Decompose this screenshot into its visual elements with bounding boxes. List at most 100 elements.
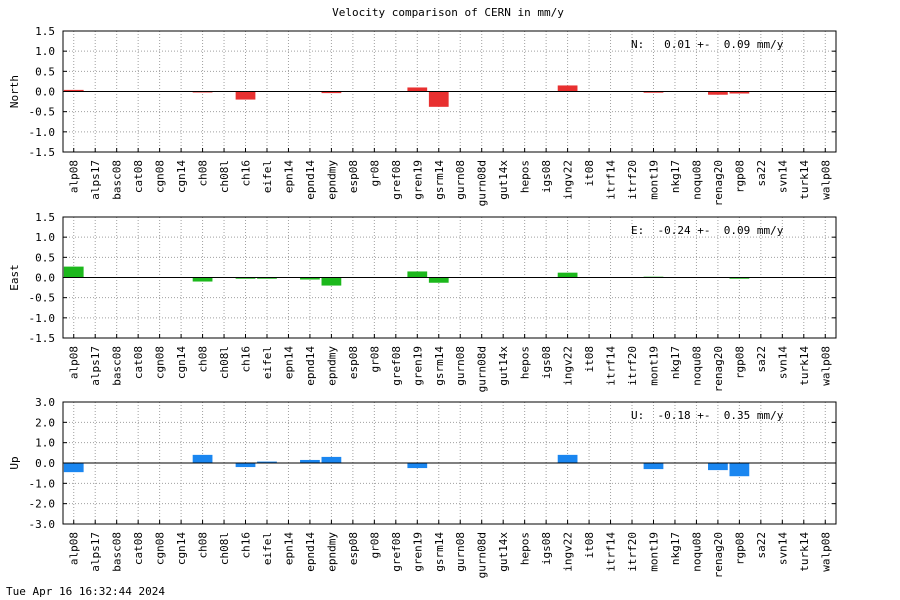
x-tick-label: ingv22 <box>562 532 575 572</box>
x-tick-label: it08 <box>583 532 596 559</box>
bar-ch16 <box>235 91 256 100</box>
x-tick-label: cgn14 <box>175 160 188 193</box>
x-tick-label: esp08 <box>347 160 360 193</box>
x-tick-label: ingv22 <box>562 346 575 386</box>
x-tick-label: gut14x <box>497 346 510 386</box>
x-tick-label: ch16 <box>240 346 253 373</box>
x-tick-label: svn14 <box>776 532 789 565</box>
y-tick-label: -1.5 <box>29 332 56 345</box>
x-tick-label: eifel <box>261 532 274 565</box>
y-tick-label: -0.5 <box>29 292 56 305</box>
x-tick-label: alp08 <box>68 532 81 565</box>
x-tick-label: epn14 <box>282 160 295 193</box>
x-tick-label: it08 <box>583 346 596 373</box>
x-tick-label: gut14x <box>497 532 510 572</box>
bar-gsrm14 <box>428 91 449 107</box>
x-tick-label: epndmy <box>325 160 338 200</box>
stats-annotation: N: 0.01 +- 0.09 mm/y <box>631 38 784 51</box>
bar-ingv22 <box>557 454 578 463</box>
bar-ch08 <box>192 277 213 282</box>
y-tick-label: -1.0 <box>29 126 56 139</box>
x-tick-label: gref08 <box>390 346 403 386</box>
plot-frame <box>62 216 837 339</box>
stats-annotation: U: -0.18 +- 0.35 mm/y <box>631 409 784 422</box>
x-tick-label: epnd14 <box>304 346 317 386</box>
x-tick-label: turk14 <box>798 346 811 386</box>
bar-mont19 <box>643 463 664 470</box>
x-tick-label: epnd14 <box>304 160 317 200</box>
y-tick-label: 1.0 <box>35 45 55 58</box>
x-tick-label: gurn08 <box>454 160 467 200</box>
x-tick-label: igs08 <box>540 532 553 565</box>
x-tick-label: sa22 <box>755 532 768 559</box>
y-tick-label: 0.0 <box>35 86 55 99</box>
x-tick-label: nkg17 <box>669 160 682 193</box>
x-tick-label: basc08 <box>111 160 124 200</box>
x-tick-label: ingv22 <box>562 160 575 200</box>
stats-annotation: E: -0.24 +- 0.09 mm/y <box>631 224 784 237</box>
x-tick-label: gurn08 <box>454 346 467 386</box>
chart-title: Velocity comparison of CERN in mm/y <box>332 6 564 19</box>
x-tick-label: hepos <box>519 160 532 193</box>
bar-eifel <box>257 277 277 279</box>
bar-gsrm14 <box>428 277 449 283</box>
x-tick-label: hepos <box>519 532 532 565</box>
x-tick-label: ch16 <box>240 160 253 187</box>
x-tick-label: hepos <box>519 346 532 379</box>
x-tick-label: rgp08 <box>733 346 746 379</box>
x-tick-label: alps17 <box>89 532 102 572</box>
x-tick-label: eifel <box>261 346 274 379</box>
bar-ingv22 <box>557 85 578 92</box>
x-tick-label: ch08l <box>218 532 231 565</box>
bar-gren19 <box>407 271 428 278</box>
x-tick-label: gr08 <box>368 160 381 187</box>
x-tick-label: gref08 <box>390 160 403 200</box>
x-tick-label: gren19 <box>411 346 424 386</box>
x-tick-label: ch08 <box>197 160 210 187</box>
y-tick-label: -1.0 <box>29 312 56 325</box>
bar-ingv22 <box>557 272 578 278</box>
x-tick-label: nkg17 <box>669 346 682 379</box>
x-tick-label: gren19 <box>411 160 424 200</box>
bar-alp08 <box>63 463 84 473</box>
y-axis-label: Up <box>8 456 21 469</box>
bar-alp08 <box>63 266 84 278</box>
x-tick-label: gsrm14 <box>433 532 446 572</box>
x-tick-label: walp08 <box>819 160 832 200</box>
bar-rgp08 <box>729 91 750 94</box>
bar-gren19 <box>407 87 428 92</box>
x-tick-label: it08 <box>583 160 596 187</box>
x-tick-label: svn14 <box>776 346 789 379</box>
x-tick-label: mont19 <box>647 532 660 572</box>
x-tick-label: epndmy <box>325 532 338 572</box>
x-tick-label: cat08 <box>132 160 145 193</box>
bar-renag20 <box>708 91 728 95</box>
bar-epndmy <box>321 277 342 286</box>
y-tick-label: -1.0 <box>29 477 56 490</box>
y-tick-label: -3.0 <box>29 518 56 531</box>
x-tick-label: walp08 <box>819 532 832 572</box>
x-tick-label: alp08 <box>68 346 81 379</box>
x-tick-label: sa22 <box>755 346 768 373</box>
x-tick-label: gurn08d <box>476 160 489 206</box>
y-tick-label: 2.0 <box>35 416 55 429</box>
x-tick-label: ch08 <box>197 532 210 559</box>
x-tick-label: nkg17 <box>669 532 682 565</box>
x-tick-label: cgn08 <box>154 346 167 379</box>
x-tick-label: gut14x <box>497 160 510 200</box>
x-tick-label: gref08 <box>390 532 403 572</box>
x-tick-label: itrf14 <box>605 532 618 572</box>
x-tick-label: gurn08d <box>476 346 489 392</box>
x-tick-label: epn14 <box>282 532 295 565</box>
x-tick-label: rgp08 <box>733 532 746 565</box>
x-tick-label: itrf20 <box>626 346 639 386</box>
x-tick-label: gr08 <box>368 346 381 373</box>
x-tick-label: noqu08 <box>690 346 703 386</box>
x-tick-label: renag20 <box>712 160 725 206</box>
x-tick-label: mont19 <box>647 160 660 200</box>
bar-gren19 <box>407 463 428 469</box>
x-tick-label: cgn14 <box>175 346 188 379</box>
y-tick-label: 0.5 <box>35 251 55 264</box>
bar-eifel <box>257 461 277 463</box>
x-tick-label: turk14 <box>798 160 811 200</box>
